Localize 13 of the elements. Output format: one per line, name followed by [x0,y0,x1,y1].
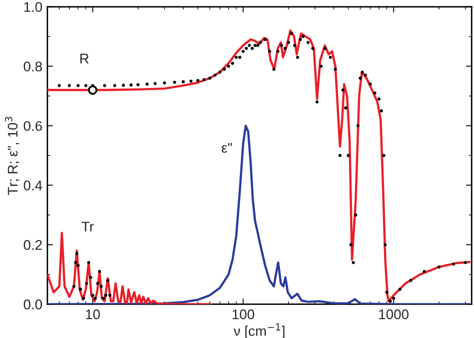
annotation: R [80,54,89,64]
y-tick-label: 0.6 [24,121,42,131]
y-tick-label: 1.0 [24,2,42,12]
y-tick-label: 0.8 [24,62,42,72]
y-tick-label: 0.0 [24,300,42,310]
annotation: Tr [82,222,94,232]
x-tick-label: 1000 [379,309,409,320]
annotation: ε" [222,143,232,153]
x-tick-label: 10 [86,309,100,320]
y-tick-label: 0.2 [24,240,42,250]
y-tick-label: 0.4 [24,180,42,190]
x-tick-label: 100 [232,309,254,320]
y-axis-title: Tr; R; ε", 10$^{3}$ [4,116,20,195]
